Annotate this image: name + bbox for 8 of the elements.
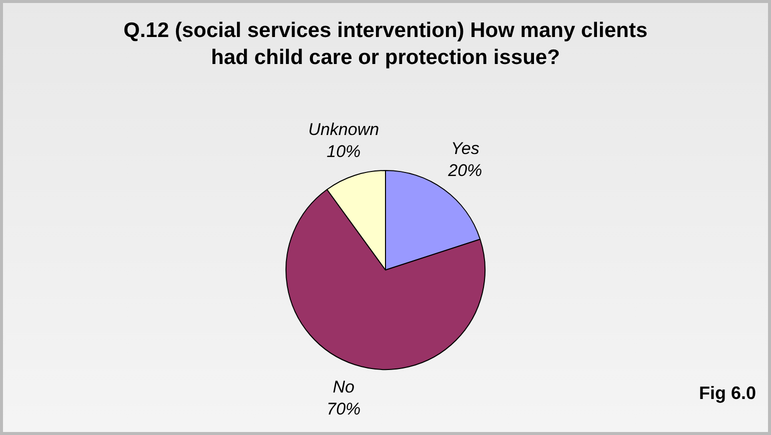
slice-label: Unknown <box>308 120 380 139</box>
data-label: 70% <box>326 400 361 419</box>
data-label: 10% <box>326 142 361 161</box>
slice-label: No <box>332 378 354 397</box>
chart-title: Q.12 (social services intervention) How many clients had child care or protection issue? <box>122 18 649 71</box>
slice-label: Yes <box>450 139 480 158</box>
data-label: 20% <box>447 161 482 180</box>
caption: Fig 6.0 <box>698 383 756 404</box>
